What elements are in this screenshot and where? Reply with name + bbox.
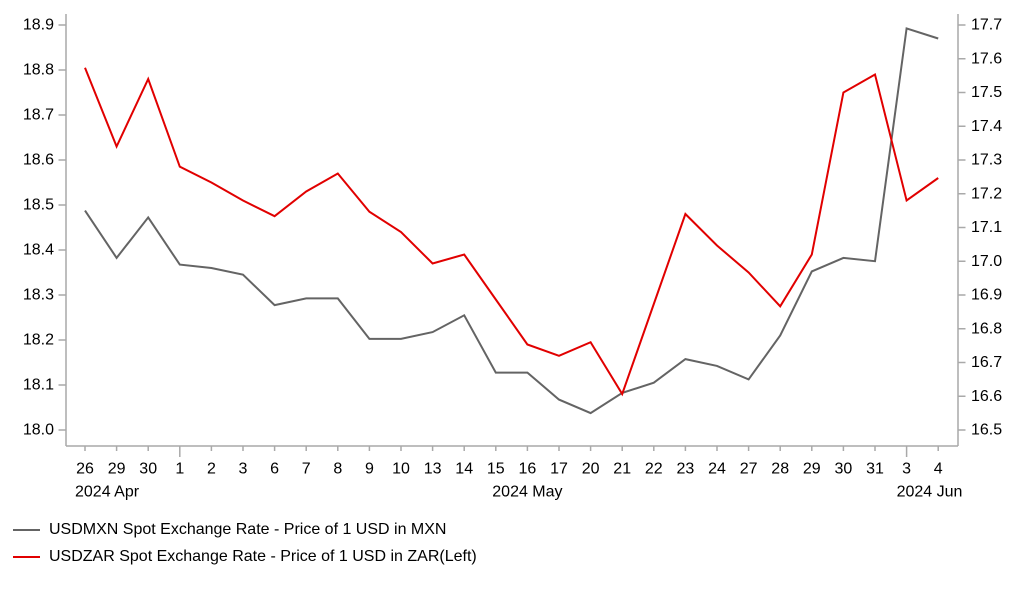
svg-text:17.6: 17.6 — [971, 50, 1002, 67]
svg-text:16.8: 16.8 — [971, 320, 1002, 337]
svg-text:16.7: 16.7 — [971, 354, 1002, 371]
svg-text:17.4: 17.4 — [971, 118, 1002, 135]
svg-text:7: 7 — [302, 461, 311, 478]
legend-label-usdzar: USDZAR Spot Exchange Rate - Price of 1 U… — [49, 547, 477, 565]
svg-text:29: 29 — [108, 461, 126, 478]
svg-text:18.7: 18.7 — [23, 107, 54, 124]
svg-text:4: 4 — [934, 461, 943, 478]
svg-text:3: 3 — [239, 461, 248, 478]
legend-label-usdmxn: USDMXN Spot Exchange Rate - Price of 1 U… — [49, 520, 447, 538]
svg-text:2: 2 — [207, 461, 216, 478]
usdzar-line-swatch — [13, 555, 40, 558]
svg-text:20: 20 — [582, 461, 600, 478]
fx-line-chart-canvas: 18.0 18.1 18.2 18.3 18.4 18.5 18.6 18.7 18.8 18.9… — [23, 14, 1002, 501]
svg-text:17.3: 17.3 — [971, 152, 1002, 169]
svg-text:13: 13 — [424, 461, 442, 478]
svg-text:18.3: 18.3 — [23, 287, 54, 304]
month-labels: 2024 Apr 2024 May 2024 Jun — [75, 484, 962, 501]
svg-text:10: 10 — [392, 461, 410, 478]
svg-text:18.1: 18.1 — [23, 377, 54, 394]
svg-text:1: 1 — [175, 461, 184, 478]
legend-item-usdmxn: USDMXN Spot Exchange Rate - Price of 1 U… — [13, 516, 477, 543]
svg-text:27: 27 — [740, 461, 758, 478]
svg-text:3: 3 — [902, 461, 911, 478]
svg-text:2024 Apr: 2024 Apr — [75, 484, 140, 501]
chart-legend: USDMXN Spot Exchange Rate - Price of 1 U… — [13, 516, 477, 570]
svg-text:16.9: 16.9 — [971, 287, 1002, 304]
svg-text:18.5: 18.5 — [23, 197, 54, 214]
usdmxn-line-swatch — [13, 528, 40, 531]
svg-text:17.7: 17.7 — [971, 17, 1002, 34]
svg-text:15: 15 — [487, 461, 505, 478]
svg-text:23: 23 — [677, 461, 695, 478]
svg-text:31: 31 — [866, 461, 884, 478]
svg-text:29: 29 — [803, 461, 821, 478]
svg-text:30: 30 — [139, 461, 157, 478]
legend-item-usdzar: USDZAR Spot Exchange Rate - Price of 1 U… — [13, 543, 477, 570]
svg-text:2024 Jun: 2024 Jun — [897, 484, 963, 501]
svg-text:18.4: 18.4 — [23, 242, 54, 259]
svg-text:21: 21 — [613, 461, 631, 478]
svg-text:18.8: 18.8 — [23, 62, 54, 79]
svg-text:18.2: 18.2 — [23, 332, 54, 349]
svg-text:17.2: 17.2 — [971, 185, 1002, 202]
svg-text:16.6: 16.6 — [971, 388, 1002, 405]
svg-text:6: 6 — [270, 461, 279, 478]
svg-text:17.5: 17.5 — [971, 84, 1002, 101]
svg-text:16.5: 16.5 — [971, 422, 1002, 439]
svg-text:8: 8 — [333, 461, 342, 478]
svg-text:22: 22 — [645, 461, 663, 478]
svg-text:9: 9 — [365, 461, 374, 478]
x-axis: 26 29 30 1 2 3 6 7 8 9 10 13 14 15 16 17 20 21 22 23 24 27 28 2… — [76, 446, 943, 478]
left-axis: 18.0 18.1 18.2 18.3 18.4 18.5 18.6 18.7 18.8 18.9 — [23, 17, 66, 439]
series-usdmxn-line — [84, 27, 939, 415]
svg-text:17.0: 17.0 — [971, 253, 1002, 270]
svg-text:28: 28 — [771, 461, 789, 478]
svg-text:18.0: 18.0 — [23, 422, 54, 439]
svg-text:14: 14 — [455, 461, 473, 478]
svg-text:18.6: 18.6 — [23, 152, 54, 169]
svg-text:30: 30 — [835, 461, 853, 478]
right-axis: 16.5 16.6 16.7 16.8 16.9 17.0 17.1 17.2 17.3 17.4… — [958, 17, 1002, 439]
axes — [65, 14, 959, 447]
svg-text:24: 24 — [708, 461, 726, 478]
svg-text:18.9: 18.9 — [23, 17, 54, 34]
svg-text:17: 17 — [550, 461, 568, 478]
svg-text:17.1: 17.1 — [971, 219, 1002, 236]
series-usdzar-line — [84, 67, 939, 397]
svg-text:2024 May: 2024 May — [492, 484, 562, 501]
svg-text:16: 16 — [519, 461, 537, 478]
svg-text:26: 26 — [76, 461, 94, 478]
